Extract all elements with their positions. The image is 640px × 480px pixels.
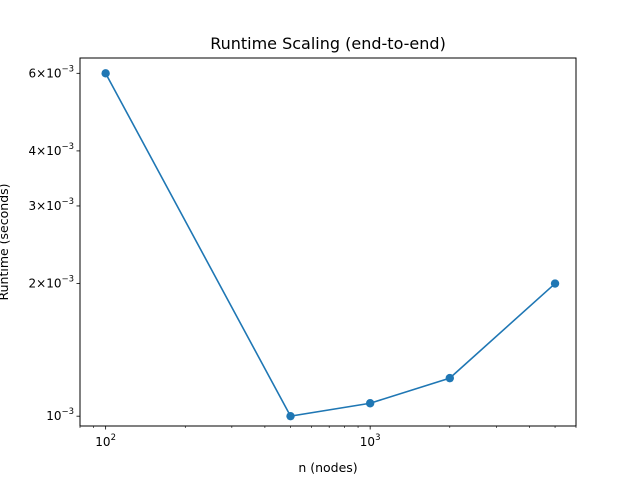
y-axis-label: Runtime (seconds) <box>0 183 11 300</box>
y-tick-base: 10 <box>46 277 61 291</box>
x-tick-base: 10 <box>95 435 110 449</box>
x-tick-label: 103 <box>360 433 381 449</box>
y-tick-mantissa: 3× <box>28 199 46 213</box>
x-axis-label: n (nodes) <box>298 460 357 475</box>
x-tick-exponent: 2 <box>111 433 116 443</box>
y-tick-mantissa: 6× <box>28 66 46 80</box>
y-tick-label: 2×10−3 <box>28 275 74 291</box>
y-tick-label: 10−3 <box>46 407 74 423</box>
data-point <box>550 279 560 288</box>
plot-frame <box>79 57 577 427</box>
data-point <box>286 411 295 421</box>
y-tick-exponent: −3 <box>61 142 74 152</box>
x-axis-ticks: 102 103 <box>95 426 381 449</box>
chart-title: Runtime Scaling (end-to-end) <box>210 34 446 53</box>
y-tick-mantissa: 2× <box>28 277 46 291</box>
x-tick-exponent: 3 <box>375 433 380 443</box>
y-tick-base: 10 <box>46 144 61 158</box>
y-tick-mantissa: 4× <box>28 144 46 158</box>
y-axis-ticks: 10−32×10−33×10−34×10−36×10−3 <box>28 64 80 423</box>
y-tick-base: 10 <box>46 199 61 213</box>
y-tick-exponent: −3 <box>61 197 74 207</box>
data-point <box>445 373 454 383</box>
y-tick-exponent: −3 <box>61 407 74 417</box>
x-tick-label: 102 <box>95 433 116 449</box>
y-tick-label: 6×10−3 <box>28 64 74 80</box>
series-layer <box>101 69 560 421</box>
y-tick-exponent: −3 <box>61 64 74 74</box>
data-point <box>101 69 110 78</box>
y-tick-base: 10 <box>46 66 61 80</box>
y-tick-label: 3×10−3 <box>28 197 74 213</box>
y-tick-base: 10 <box>46 409 61 423</box>
y-tick-exponent: −3 <box>61 275 74 285</box>
y-tick-label: 4×10−3 <box>28 142 74 158</box>
data-point <box>365 399 375 408</box>
x-tick-base: 10 <box>360 435 375 449</box>
